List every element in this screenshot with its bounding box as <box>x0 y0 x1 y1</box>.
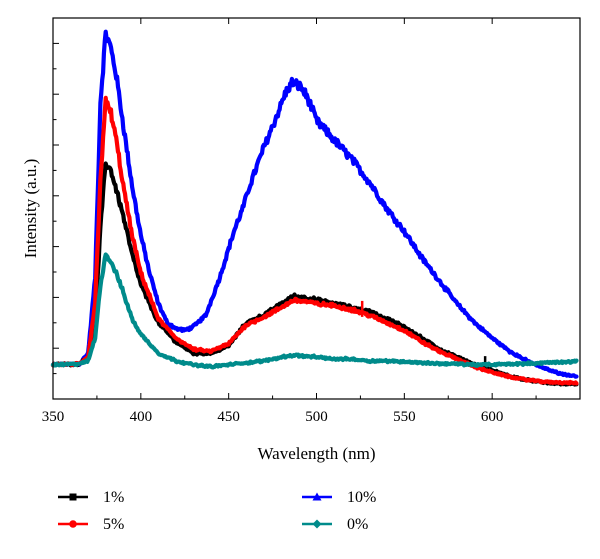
legend-label: 5% <box>103 516 124 533</box>
x-tick-label: 600 <box>481 409 504 425</box>
legend-item-0pct: 0% <box>302 516 368 533</box>
legend-label: 0% <box>347 516 368 533</box>
legend-item-10pct: 10% <box>302 489 376 506</box>
legend-marker <box>312 519 322 529</box>
y-axis-title: Intensity (a.u.) <box>21 159 40 259</box>
legend-marker <box>312 492 322 501</box>
series-5pct <box>50 95 579 386</box>
x-axis-title: Wavelength (nm) <box>257 444 375 463</box>
series-line <box>50 161 579 387</box>
x-tick-label: 550 <box>393 409 416 425</box>
series-1pct <box>50 161 579 387</box>
series-line <box>50 29 579 379</box>
x-tick-label: 500 <box>305 409 328 425</box>
series-10pct <box>50 29 579 379</box>
plot-area <box>50 29 579 387</box>
legend-marker <box>69 493 77 501</box>
axes: 350 400 450 500 550 600 <box>42 17 581 425</box>
x-tick-label: 400 <box>130 409 153 425</box>
legend-marker <box>69 520 77 528</box>
legend-label: 10% <box>347 489 376 506</box>
legend-item-5pct: 5% <box>58 516 124 533</box>
x-tick-label: 350 <box>42 409 65 425</box>
legend: 1% 5% 10% 0% <box>58 489 376 533</box>
legend-label: 1% <box>103 489 124 506</box>
series-line <box>50 252 579 370</box>
x-tick-label: 450 <box>217 409 240 425</box>
series-line <box>50 95 579 386</box>
series-0pct <box>50 252 579 370</box>
legend-item-1pct: 1% <box>58 489 124 506</box>
